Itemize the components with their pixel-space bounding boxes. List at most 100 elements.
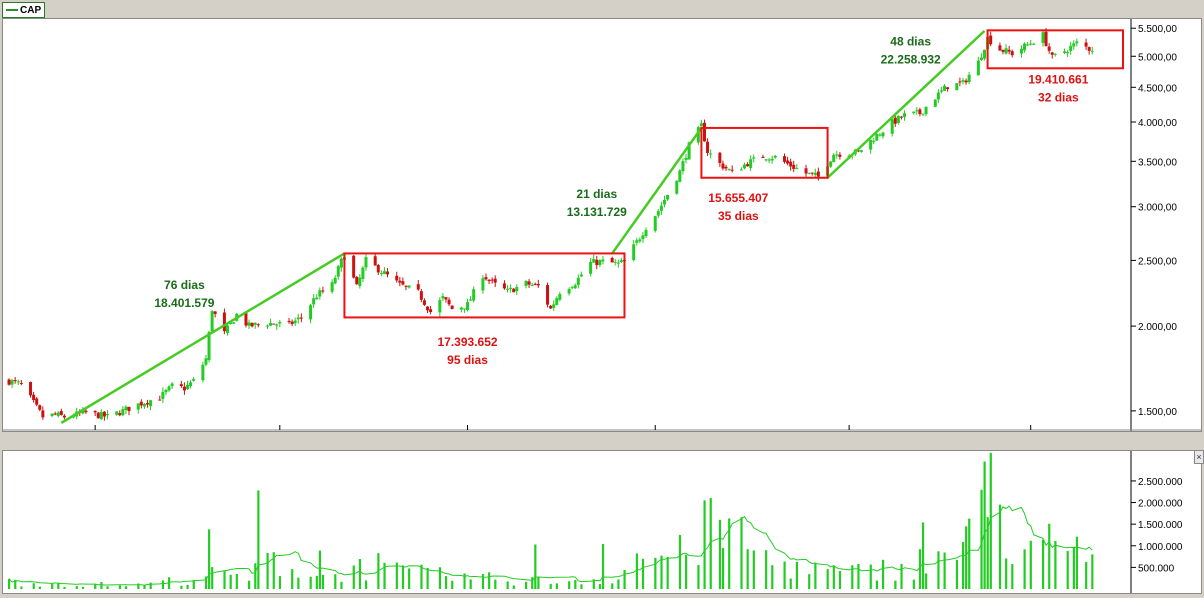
volume-bar	[143, 585, 146, 589]
volume-bar	[857, 563, 860, 589]
candle-body	[179, 384, 183, 387]
volume-bar	[611, 583, 614, 589]
volume-bar	[728, 518, 731, 589]
candle-body	[466, 302, 470, 311]
volume-bar	[968, 518, 971, 589]
candle-body	[19, 382, 23, 384]
candle-body	[638, 239, 642, 242]
candle-body	[481, 278, 485, 291]
candle-body	[444, 297, 448, 300]
candle-body	[422, 300, 426, 305]
annotation-label: 95 dias	[447, 353, 488, 367]
candle-body	[592, 259, 596, 263]
volume-bar	[851, 565, 854, 589]
volume-bar	[814, 562, 817, 589]
candle-body	[502, 283, 506, 289]
candle-body	[287, 320, 291, 322]
volume-bar	[211, 567, 214, 589]
candle-body	[102, 411, 106, 417]
candle-body	[493, 278, 497, 283]
candle-body	[881, 132, 885, 137]
candle-body	[256, 324, 260, 326]
candle-body	[41, 410, 45, 418]
volume-bar	[297, 577, 300, 589]
volume-bar	[8, 578, 11, 589]
candle-body	[395, 275, 399, 281]
candle-body	[182, 386, 186, 391]
volume-bar	[718, 519, 722, 589]
volume-bar	[20, 586, 23, 589]
volume-bar	[531, 577, 534, 589]
volume-bar	[1041, 539, 1045, 589]
panel-close-icon[interactable]: ×	[1194, 450, 1204, 464]
y-tick-label: 5.500,00	[1138, 24, 1177, 35]
price-chart-panel[interactable]: 5.500,00 5.000,00 4.500,00 4.000,00 3.500,00…	[2, 18, 1202, 448]
candle-body	[1001, 49, 1005, 52]
candle-body	[530, 284, 534, 286]
volume-bar	[617, 579, 620, 589]
candle-body	[250, 322, 254, 327]
candle-body	[964, 80, 968, 83]
volume-bar	[106, 586, 109, 589]
candle-body	[739, 169, 743, 171]
candle-body	[318, 290, 322, 297]
candle-body	[656, 211, 660, 216]
price-chart[interactable]: 5.500,00 5.000,00 4.500,00 4.000,00 3.500,00…	[3, 19, 1201, 448]
candle-body	[576, 277, 580, 285]
volume-bar	[192, 580, 195, 589]
annotation-label: 76 dias	[164, 278, 205, 292]
candle-body	[782, 156, 786, 162]
volume-bar	[204, 576, 208, 589]
volume-bar	[965, 526, 968, 589]
volume-bar	[32, 583, 35, 589]
candle-body	[35, 398, 39, 405]
candle-body	[93, 410, 97, 413]
candle-body	[118, 413, 122, 416]
volume-bar	[654, 557, 657, 589]
y-tick-label: 1.500,00	[1138, 407, 1177, 418]
candle-body	[189, 382, 193, 387]
candle-body	[185, 384, 189, 390]
volume-bar	[955, 559, 959, 589]
volume-bar	[703, 500, 706, 589]
legend[interactable]: CAP	[2, 2, 46, 18]
candle-body	[1084, 42, 1088, 47]
y-tick-label: 2.000,00	[1138, 322, 1177, 333]
volume-bar	[469, 579, 472, 589]
volume-bar	[315, 575, 318, 589]
volume-bar	[998, 504, 1002, 589]
volume-bar	[666, 556, 669, 589]
candle-body	[355, 276, 359, 285]
candle-body	[170, 383, 174, 387]
candle-body	[659, 205, 663, 211]
candle-body	[773, 155, 777, 158]
volume-bar	[248, 580, 251, 589]
candle-body	[339, 258, 343, 268]
candle-body	[955, 83, 959, 91]
candle-body	[903, 113, 907, 118]
volume-bar	[364, 580, 368, 589]
candle-body	[207, 332, 211, 361]
candle-body	[702, 122, 706, 142]
candle-body	[746, 164, 750, 167]
volume-bar	[137, 583, 140, 589]
candle-body	[681, 161, 685, 172]
candle-body	[536, 283, 540, 286]
candle-body	[275, 324, 279, 326]
volume-bar	[235, 574, 238, 589]
volume-bar	[1075, 536, 1079, 589]
candle-body	[438, 300, 442, 313]
volume-bar	[340, 581, 343, 589]
candle-body	[450, 305, 454, 310]
volume-chart-panel[interactable]: 2.500.000 2.000.000 1.500.000 1.000.000 500.…	[2, 450, 1202, 594]
candle-body	[601, 259, 605, 262]
candle-body	[490, 279, 494, 281]
volume-bar	[208, 529, 211, 589]
candle-body	[515, 286, 519, 292]
candle-body	[10, 380, 14, 385]
volume-bar	[1072, 546, 1075, 589]
volume-chart[interactable]: 2.500.000 2.000.000 1.500.000 1.000.000 500.…	[3, 451, 1201, 593]
candle-body	[610, 257, 614, 263]
candle-body	[269, 322, 273, 326]
candle-body	[875, 134, 879, 141]
